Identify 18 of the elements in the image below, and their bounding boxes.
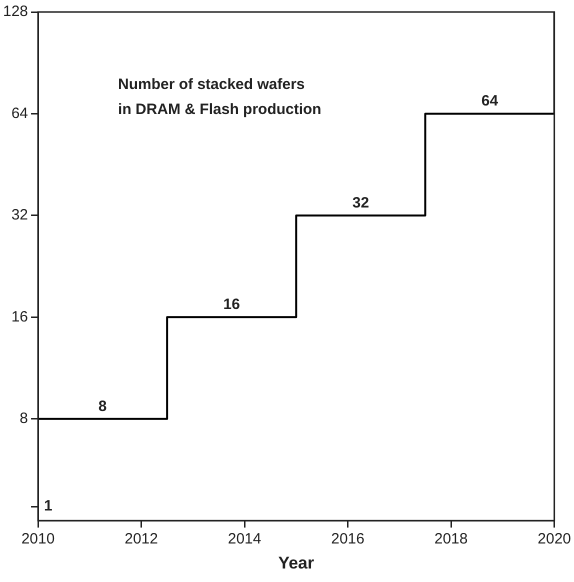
annotation: Number of stacked wafers in DRAM & Flash production	[118, 76, 322, 118]
data-label: 64	[481, 92, 499, 110]
x-axis-title: Year	[278, 553, 315, 572]
x-tick-label: 2020	[538, 530, 572, 548]
y-tick-label: 32	[11, 206, 28, 224]
y-tick-label: 8	[20, 410, 28, 428]
y-tick-label: 64	[11, 104, 28, 122]
x-tick-label: 2010	[21, 530, 55, 548]
y-tick-label: 128	[2, 3, 28, 20]
y-tick-label: 16	[11, 308, 28, 326]
x-tick-label: 2014	[228, 530, 262, 548]
annotation: 1	[44, 498, 52, 515]
x-tick-label: 2018	[434, 530, 468, 548]
data-label: 8	[98, 398, 107, 415]
data-label: 32	[352, 194, 370, 212]
x-tick-label: 2016	[331, 530, 364, 548]
data-label: 16	[223, 296, 240, 314]
x-tick-label: 2012	[124, 530, 158, 548]
